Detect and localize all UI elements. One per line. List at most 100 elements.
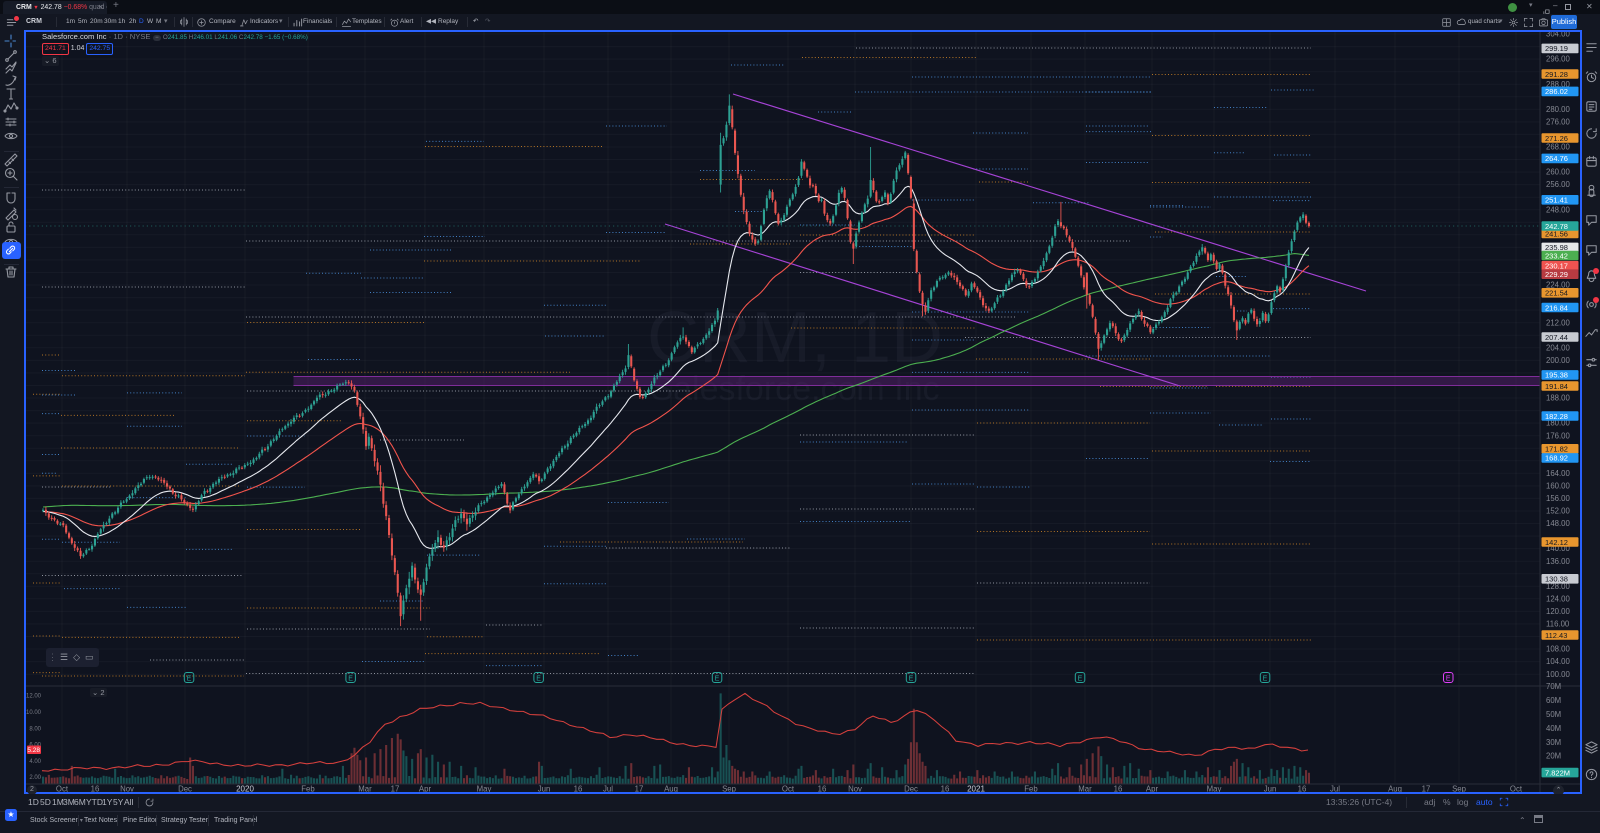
svg-text:180.00: 180.00: [1546, 419, 1571, 428]
svg-text:17: 17: [391, 785, 400, 794]
svg-text:Aug: Aug: [1388, 785, 1402, 794]
svg-text:108.00: 108.00: [1546, 645, 1571, 654]
svg-text:128.00: 128.00: [1546, 582, 1571, 591]
svg-text:204.00: 204.00: [1546, 343, 1571, 352]
svg-text:Mar: Mar: [1078, 785, 1092, 794]
svg-text:286.02: 286.02: [1545, 87, 1568, 96]
svg-text:Mar: Mar: [358, 785, 372, 794]
svg-text:207.44: 207.44: [1545, 333, 1568, 342]
svg-text:16: 16: [91, 785, 100, 794]
svg-text:17: 17: [1422, 785, 1431, 794]
svg-text:176.00: 176.00: [1546, 431, 1571, 440]
svg-text:Apr: Apr: [1146, 785, 1159, 794]
svg-text:296.00: 296.00: [1546, 55, 1571, 64]
svg-text:Feb: Feb: [301, 785, 315, 794]
svg-text:16: 16: [1298, 785, 1307, 794]
svg-text:288.00: 288.00: [1546, 80, 1571, 89]
svg-text:188.00: 188.00: [1546, 394, 1571, 403]
svg-text:140.00: 140.00: [1546, 544, 1571, 553]
svg-text:148.00: 148.00: [1546, 519, 1571, 528]
svg-text:130.38: 130.38: [1545, 575, 1568, 584]
svg-text:268.00: 268.00: [1546, 143, 1571, 152]
svg-text:17: 17: [635, 785, 644, 794]
svg-text:E: E: [536, 676, 541, 683]
svg-text:Dec: Dec: [904, 785, 918, 794]
svg-text:12.00: 12.00: [26, 694, 42, 700]
svg-text:2020: 2020: [236, 785, 254, 794]
svg-text:230.17: 230.17: [1545, 262, 1568, 271]
svg-text:280.00: 280.00: [1546, 105, 1571, 114]
svg-text:10.00: 10.00: [26, 710, 42, 716]
svg-text:Dec: Dec: [178, 785, 192, 794]
svg-text:2.00: 2.00: [29, 775, 41, 781]
svg-text:30M: 30M: [1546, 738, 1561, 747]
svg-text:299.19: 299.19: [1545, 44, 1568, 53]
svg-text:2021: 2021: [967, 785, 985, 794]
svg-text:5.28: 5.28: [27, 747, 40, 754]
svg-text:E: E: [187, 676, 192, 683]
svg-text:142.12: 142.12: [1545, 538, 1568, 547]
svg-text:E: E: [1446, 676, 1451, 683]
svg-text:291.28: 291.28: [1545, 70, 1568, 79]
svg-text:104.00: 104.00: [1546, 657, 1571, 666]
svg-text:Nov: Nov: [120, 785, 134, 794]
svg-text:256.00: 256.00: [1546, 180, 1571, 189]
svg-text:160.00: 160.00: [1546, 482, 1571, 491]
svg-text:224.00: 224.00: [1546, 281, 1571, 290]
svg-text:E: E: [715, 676, 720, 683]
svg-text:16: 16: [1114, 785, 1123, 794]
svg-text:112.43: 112.43: [1545, 631, 1567, 640]
svg-text:Sep: Sep: [722, 785, 737, 794]
svg-text:171.82: 171.82: [1545, 445, 1568, 454]
svg-text:Jun: Jun: [1264, 785, 1277, 794]
svg-text:Oct: Oct: [1510, 785, 1523, 794]
svg-text:164.00: 164.00: [1546, 469, 1571, 478]
svg-text:Feb: Feb: [1024, 785, 1038, 794]
svg-text:Nov: Nov: [848, 785, 862, 794]
svg-text:248.00: 248.00: [1546, 205, 1571, 214]
svg-text:Jun: Jun: [538, 785, 551, 794]
svg-text:195.38: 195.38: [1545, 371, 1568, 380]
svg-text:264.76: 264.76: [1545, 154, 1568, 163]
svg-text:Apr: Apr: [419, 785, 432, 794]
svg-text:7.822M: 7.822M: [1545, 768, 1570, 777]
svg-text:221.54: 221.54: [1545, 289, 1568, 298]
svg-text:Oct: Oct: [782, 785, 795, 794]
svg-text:E: E: [1263, 676, 1268, 683]
svg-text:241.56: 241.56: [1545, 229, 1568, 238]
svg-text:60M: 60M: [1546, 696, 1561, 705]
svg-text:260.00: 260.00: [1546, 168, 1571, 177]
svg-text:40M: 40M: [1546, 724, 1561, 733]
svg-text:8.00: 8.00: [29, 726, 41, 732]
svg-text:168.92: 168.92: [1545, 454, 1568, 463]
svg-text:16: 16: [818, 785, 827, 794]
svg-text:152.00: 152.00: [1546, 507, 1571, 516]
svg-text:233.42: 233.42: [1545, 251, 1568, 260]
svg-text:116.00: 116.00: [1546, 620, 1570, 629]
svg-text:Jul: Jul: [1330, 785, 1340, 794]
svg-text:Oct: Oct: [56, 785, 69, 794]
svg-text:136.00: 136.00: [1546, 557, 1571, 566]
svg-text:229.29: 229.29: [1545, 270, 1568, 279]
svg-text:200.00: 200.00: [1546, 356, 1571, 365]
svg-text:4.00: 4.00: [29, 759, 41, 765]
svg-text:May: May: [1207, 785, 1222, 794]
svg-text:Aug: Aug: [664, 785, 678, 794]
svg-text:120.00: 120.00: [1546, 607, 1571, 616]
svg-text:70M: 70M: [1546, 682, 1561, 691]
svg-text:Jul: Jul: [603, 785, 613, 794]
svg-text:216.84: 216.84: [1545, 303, 1568, 312]
svg-text:251.41: 251.41: [1545, 196, 1568, 205]
svg-text:20M: 20M: [1546, 752, 1561, 761]
svg-text:212.00: 212.00: [1546, 318, 1571, 327]
svg-text:304.00: 304.00: [1546, 30, 1571, 39]
svg-text:182.28: 182.28: [1545, 412, 1568, 421]
svg-text:242.78: 242.78: [1545, 222, 1568, 231]
svg-text:E: E: [909, 676, 914, 683]
svg-text:16: 16: [574, 785, 583, 794]
svg-text:Salesforce.com Inc: Salesforce.com Inc: [650, 370, 939, 408]
svg-text:235.98: 235.98: [1545, 243, 1568, 252]
svg-text:124.00: 124.00: [1546, 594, 1571, 603]
svg-text:191.84: 191.84: [1545, 382, 1568, 391]
svg-text:100.00: 100.00: [1546, 670, 1571, 679]
